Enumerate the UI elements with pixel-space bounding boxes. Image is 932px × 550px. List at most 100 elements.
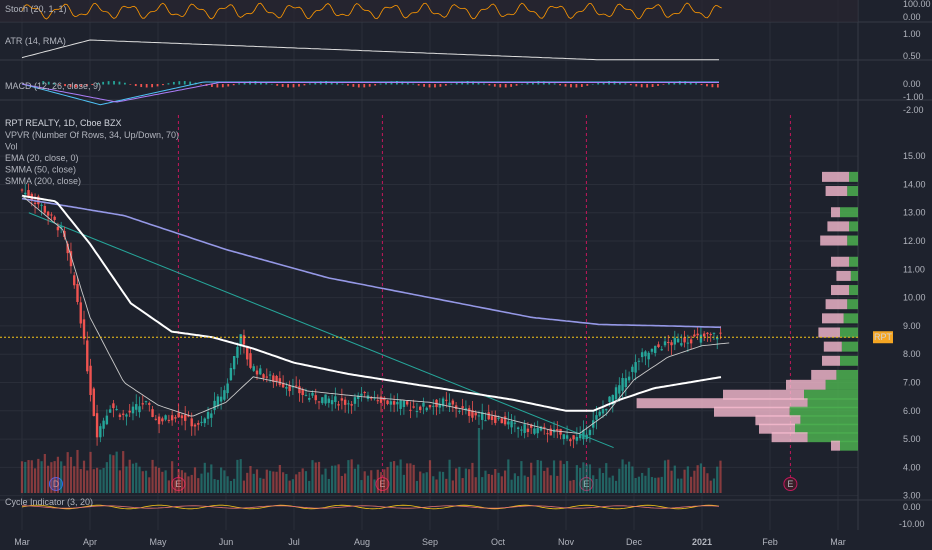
price-axis[interactable]: 15.00 14.00 13.00 12.00 11.00 10.00 9.00 8.00 7.…: [899, 0, 931, 529]
candle-body: [50, 214, 53, 216]
volume-bar: [317, 461, 321, 493]
stoch-label: Stoch (20, 1, 1): [5, 4, 67, 14]
candle-body: [206, 412, 210, 419]
macd-hist-bar: [85, 84, 88, 87]
volume-bar: [441, 471, 445, 493]
macd-hist-bar: [689, 81, 692, 85]
volume-bar: [30, 460, 33, 493]
candle-body: [660, 349, 663, 351]
stoch-tick-top: 100.00: [903, 0, 931, 9]
stoch-tick-bottom: 0.00: [903, 12, 921, 22]
candle-body: [167, 419, 171, 421]
volume-bar: [95, 467, 99, 493]
candle-body: [523, 424, 526, 433]
vp-up-7: [849, 285, 858, 296]
macd-hist-bar: [172, 81, 175, 85]
volume-bar: [673, 465, 676, 493]
candle-body: [304, 394, 308, 396]
volume-bar: [213, 479, 216, 493]
volume-bar: [526, 476, 530, 493]
macd-hist-bar: [140, 84, 143, 88]
smma200-line: [21, 197, 722, 329]
volume-bar: [559, 460, 562, 493]
volume-bar: [125, 466, 128, 493]
volume-bar: [631, 466, 634, 493]
volume-bar: [461, 478, 464, 493]
volume-bar: [513, 473, 516, 493]
candle-body: [102, 420, 105, 429]
volume-bar: [565, 461, 569, 493]
vp-up-17: [789, 406, 858, 417]
indicator-legend: VPVR (Number Of Rows, 34, Up/Down, 70) Vo…: [5, 130, 179, 186]
volume-bar: [255, 469, 259, 493]
macd-hist-bar: [711, 84, 714, 88]
macd-hist-bar: [510, 84, 513, 87]
volume-bar: [422, 473, 425, 493]
macd-hist-bar: [706, 84, 708, 87]
event-marker-label: E: [379, 479, 385, 489]
candle-body: [353, 397, 357, 404]
volume-bar: [268, 470, 272, 493]
x-tick: Feb: [762, 537, 778, 547]
candle-body: [663, 341, 667, 346]
grid: [0, 0, 932, 530]
macd-hist-bar: [80, 84, 83, 88]
vp-down-13: [811, 369, 837, 380]
volume-bar: [703, 466, 706, 493]
volume-bar: [379, 472, 383, 493]
candle-body: [657, 344, 660, 348]
candle-body: [229, 368, 233, 381]
volume-bar: [324, 468, 327, 493]
candle-body: [115, 409, 118, 411]
vp-down-9: [822, 313, 844, 324]
candle-body: [197, 423, 200, 425]
macd-hist-bar: [243, 82, 246, 85]
volume-bar: [353, 468, 357, 493]
volume-bar: [193, 467, 197, 493]
candle-body: [702, 333, 706, 337]
volume-bar: [373, 479, 376, 493]
volume-bar: [321, 474, 324, 493]
candle-body: [135, 404, 138, 410]
candle-body: [686, 342, 690, 344]
vp-up-19: [795, 423, 858, 434]
candle-body: [451, 400, 455, 405]
candle-body: [246, 346, 249, 360]
macd-hist-bar: [455, 82, 458, 85]
volume-bar: [402, 474, 405, 493]
indicator-label: VPVR (Number Of Rows, 34, Up/Down, 70): [5, 130, 179, 140]
candle-body: [121, 413, 125, 415]
x-tick: Sep: [422, 537, 438, 547]
candle-body: [516, 427, 520, 430]
candle-body: [363, 392, 366, 394]
macd-hist-bar: [151, 84, 153, 88]
candle-body: [86, 340, 89, 372]
volume-bar: [386, 466, 389, 493]
time-axis[interactable]: Mar Apr May Jun Jul Aug Sep Oct Nov Dec 2021 Feb Mar: [0, 532, 932, 550]
candle-body: [239, 334, 242, 347]
volume-bar: [27, 460, 30, 493]
x-tick: Oct: [491, 537, 506, 547]
candle-body: [598, 411, 601, 416]
y-tick: 3.00: [903, 491, 921, 501]
time-axis-bg: [0, 532, 932, 550]
volume-bar: [686, 466, 689, 493]
candle-body: [82, 319, 86, 339]
candle-body: [95, 413, 99, 438]
volume-bar: [138, 466, 141, 493]
volume-bar: [503, 470, 507, 493]
y-tick: 4.00: [903, 462, 921, 472]
candle-body: [376, 400, 379, 402]
candle-body: [601, 409, 605, 414]
candle-body: [324, 394, 327, 404]
volume-bar: [330, 465, 334, 493]
vp-up-14: [825, 379, 858, 390]
candle-body: [412, 406, 415, 408]
candle-body: [219, 396, 223, 402]
macd-hist-bar: [417, 84, 420, 86]
volume-bar: [696, 465, 699, 493]
candle-body: [112, 403, 115, 409]
volume-bar: [187, 476, 190, 493]
volume-bar: [334, 465, 337, 493]
